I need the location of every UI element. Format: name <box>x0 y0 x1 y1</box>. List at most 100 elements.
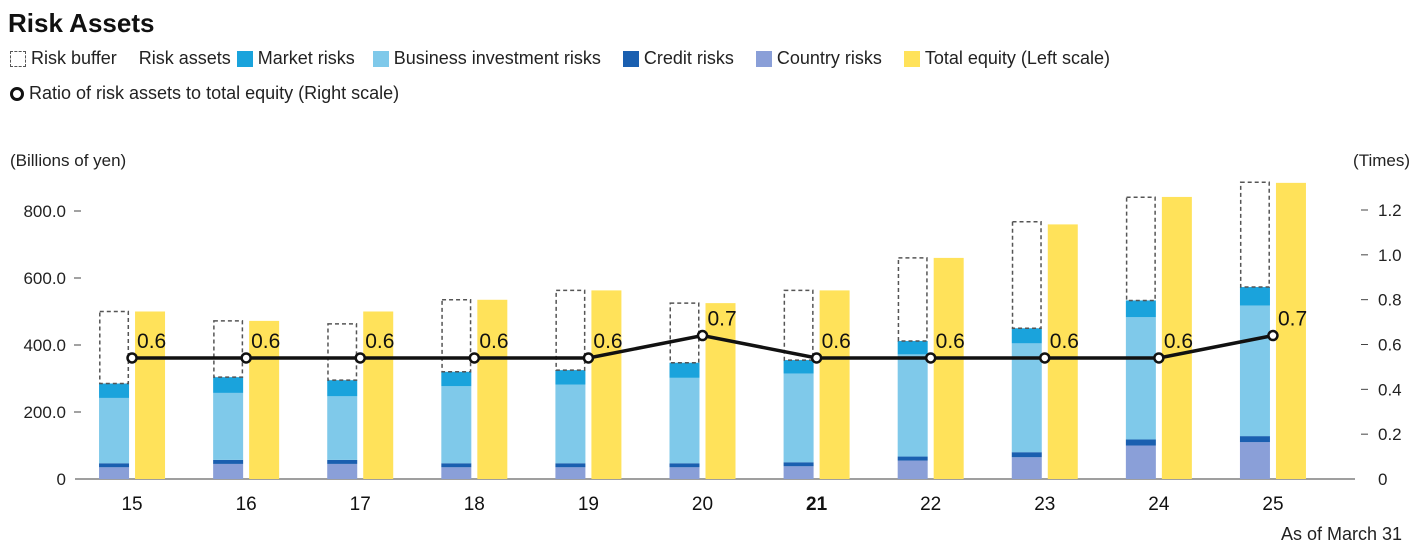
bar-country-21 <box>783 466 814 479</box>
bar-equity-16 <box>249 320 280 479</box>
bar-country-17 <box>327 463 358 479</box>
ratio-label-19: 0.6 <box>593 330 622 353</box>
bar-business-20 <box>669 377 700 464</box>
bar-market-22 <box>897 340 928 355</box>
bar-credit-21 <box>783 462 814 467</box>
legend-label-equity: Total equity (Left scale) <box>924 48 1110 68</box>
bar-business-19 <box>555 384 586 464</box>
bar-market-24 <box>1125 300 1156 318</box>
y-tick-label-2: 400.0 <box>23 336 66 355</box>
legend-swatch-credit <box>622 50 639 67</box>
x-tick-label-25: 25 <box>1262 494 1283 515</box>
legend-label-buffer: Risk buffer <box>31 48 117 68</box>
bar-credit-16 <box>213 459 244 464</box>
bar-buffer-22 <box>897 257 928 342</box>
bar-business-15 <box>99 397 130 464</box>
legend-swatch-equity <box>903 50 920 67</box>
x-tick-label-23: 23 <box>1034 494 1055 515</box>
bar-country-15 <box>99 467 130 479</box>
legend-credit: Credit risks <box>622 48 734 69</box>
y2-axis-label: (Times) <box>1353 151 1410 170</box>
y2-tick-label-3: 0.6 <box>1378 336 1402 355</box>
bar-business-25 <box>1239 305 1270 437</box>
bar-country-25 <box>1239 442 1270 479</box>
bar-country-16 <box>213 463 244 479</box>
bar-buffer-20 <box>669 302 700 364</box>
bar-credit-18 <box>441 463 472 468</box>
ratio-point-17 <box>354 352 366 364</box>
bar-market-19 <box>555 370 586 385</box>
bar-business-18 <box>441 386 472 464</box>
bar-equity-17 <box>363 311 394 479</box>
x-tick-label-18: 18 <box>464 494 485 515</box>
bar-business-21 <box>783 373 814 463</box>
bar-buffer-19 <box>555 289 586 371</box>
ratio-label-21: 0.6 <box>822 330 851 353</box>
legend-swatch-ratio <box>10 86 24 101</box>
ratio-label-20: 0.7 <box>708 308 737 331</box>
bar-buffer-21 <box>783 289 814 361</box>
bar-equity-18 <box>477 299 508 479</box>
x-tick-label-17: 17 <box>350 494 371 515</box>
bar-buffer-25 <box>1239 181 1270 288</box>
legend-ratio: Ratio of risk assets to total equity (Ri… <box>10 83 399 104</box>
y-tick-label-1: 200.0 <box>23 403 66 422</box>
bar-equity-19 <box>591 290 622 479</box>
bar-country-19 <box>555 467 586 479</box>
legend-swatch-country <box>755 50 772 67</box>
bar-market-17 <box>327 380 358 397</box>
bar-credit-22 <box>897 456 928 461</box>
y2-tick-label-0: 0 <box>1378 470 1387 489</box>
bar-market-20 <box>669 362 700 378</box>
bar-credit-15 <box>99 463 130 468</box>
bar-equity-23 <box>1047 224 1078 479</box>
bar-equity-22 <box>933 257 964 479</box>
legend-business: Business investment risks <box>372 48 601 69</box>
x-axis-note: As of March 31 <box>1281 524 1402 544</box>
ratio-label-17: 0.6 <box>365 330 394 353</box>
bar-country-23 <box>1011 457 1042 479</box>
ratio-label-25: 0.7 <box>1278 308 1307 331</box>
ratio-label-15: 0.6 <box>137 330 166 353</box>
ratio-label-24: 0.6 <box>1164 330 1193 353</box>
legend-label-credit: Credit risks <box>643 48 734 68</box>
legend-label-business: Business investment risks <box>393 48 601 68</box>
ratio-label-23: 0.6 <box>1050 330 1079 353</box>
bar-country-22 <box>897 460 928 479</box>
legend-label-risk-assets: Risk assets <box>138 48 231 68</box>
bar-equity-25 <box>1275 182 1306 480</box>
ratio-point-23 <box>1039 352 1051 364</box>
bar-equity-21 <box>819 290 850 479</box>
x-tick-label-15: 15 <box>121 494 142 515</box>
legend-equity: Total equity (Left scale) <box>903 48 1110 69</box>
y-tick-label-3: 600.0 <box>23 269 66 288</box>
bar-buffer-16 <box>213 320 244 378</box>
bar-buffer-18 <box>441 299 472 373</box>
y-tick-label-0: 0 <box>57 470 66 489</box>
ratio-point-18 <box>468 352 481 364</box>
bar-credit-17 <box>327 459 358 464</box>
x-tick-label-20: 20 <box>692 494 713 515</box>
y-tick-label-4: 800.0 <box>23 202 66 221</box>
chart-title: Risk Assets <box>8 8 155 38</box>
y2-tick-label-4: 0.8 <box>1378 291 1402 310</box>
bar-credit-19 <box>555 463 586 468</box>
legend-label-ratio: Ratio of risk assets to total equity (Ri… <box>29 83 400 103</box>
x-tick-label-22: 22 <box>920 494 941 515</box>
legend-label-market: Market risks <box>257 48 355 68</box>
bar-market-21 <box>783 360 814 374</box>
bar-country-18 <box>441 467 472 479</box>
bar-country-24 <box>1125 445 1156 479</box>
ratio-point-16 <box>240 352 252 364</box>
bar-credit-20 <box>669 463 700 468</box>
y2-tick-label-5: 1.0 <box>1378 246 1402 265</box>
bar-buffer-24 <box>1125 196 1156 302</box>
x-tick-label-19: 19 <box>578 494 599 515</box>
ratio-point-15 <box>126 352 138 364</box>
ratio-label-18: 0.6 <box>479 330 508 353</box>
ratio-label-22: 0.6 <box>936 330 965 353</box>
bar-business-16 <box>213 392 244 460</box>
y2-tick-label-1: 0.2 <box>1378 425 1402 444</box>
ratio-point-19 <box>582 352 595 364</box>
